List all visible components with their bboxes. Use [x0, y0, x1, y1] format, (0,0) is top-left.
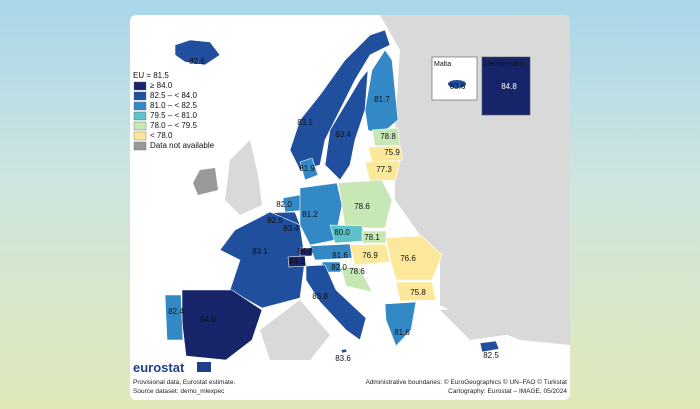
- region-label: 83.6: [335, 354, 351, 363]
- region: [305, 264, 367, 341]
- no-data: [193, 168, 218, 195]
- region-label: 82.4: [168, 307, 184, 316]
- region-label: 78.6: [349, 267, 365, 276]
- region-label: 83.1: [252, 247, 268, 256]
- legend-title: EU = 81.5: [133, 71, 169, 80]
- region: [219, 211, 306, 309]
- map: 82.6 83.1 83.4 81.7 78.8 75.9 77.3 81.9 82.0 82.5…: [133, 15, 570, 395]
- land: [260, 300, 330, 360]
- land: [225, 140, 262, 215]
- region: [385, 235, 443, 281]
- region-label: 80.0: [334, 228, 350, 237]
- region-label: 82.5: [267, 216, 283, 225]
- legend-label: 79.5 – < 81.0: [150, 111, 197, 120]
- legend-swatch: [133, 111, 147, 121]
- region-label: 84.8: [297, 247, 313, 256]
- legend-label: < 78.0: [150, 131, 173, 140]
- region-label: 76.9: [362, 251, 378, 260]
- region-label: 82.6: [189, 57, 205, 66]
- region: [384, 301, 417, 347]
- inset-label: 84.8: [501, 82, 517, 91]
- region-label: 81.6: [332, 251, 348, 260]
- region: [349, 243, 391, 266]
- inset-island: [448, 80, 466, 88]
- region: [364, 49, 399, 136]
- legend-swatch: [133, 121, 147, 131]
- region: [164, 294, 184, 341]
- legend-swatch: [133, 81, 147, 91]
- region-label: 81.7: [374, 95, 390, 104]
- legend-swatch: [133, 101, 147, 111]
- legend-label: 82.5 – < 84.0: [150, 91, 197, 100]
- region: [324, 69, 369, 181]
- region-label: 84.2: [289, 257, 305, 266]
- region-label: 83.4: [283, 224, 299, 233]
- region: [371, 127, 401, 147]
- legend-swatch: [133, 91, 147, 101]
- region-label: 82.0: [331, 263, 347, 272]
- legend-swatch: [133, 141, 147, 151]
- region-label: 75.9: [384, 148, 400, 157]
- region-label: 78.8: [380, 132, 396, 141]
- region-label: 78.6: [354, 202, 370, 211]
- region-label: 77.3: [376, 165, 392, 174]
- region: [367, 145, 404, 163]
- region: [174, 39, 221, 66]
- region-label: 81.9: [299, 164, 315, 173]
- logo-flag: [197, 362, 211, 372]
- region-label: 78.1: [364, 233, 380, 242]
- legend-label: Data not available: [150, 141, 215, 150]
- legend-label: 81.0 – < 82.5: [150, 101, 197, 110]
- region-label: 82.5: [483, 351, 499, 360]
- region: [361, 230, 387, 244]
- region-label: 83.4: [335, 130, 351, 139]
- inset-title: Malta: [434, 61, 451, 68]
- region: [364, 160, 401, 182]
- legend-label: ≥ 84.0: [150, 81, 173, 90]
- region: [340, 266, 373, 293]
- inset-label: 83.6: [450, 82, 466, 91]
- logo: eurostat: [133, 360, 185, 375]
- footer-credit: Cartography: Eurostat – IMAGE, 05/2024: [448, 388, 567, 395]
- region: [340, 348, 348, 354]
- land: [440, 305, 540, 340]
- region: [309, 243, 353, 261]
- region-label: 83.8: [312, 292, 328, 301]
- inset-frame: [431, 56, 478, 101]
- region: [299, 247, 313, 257]
- region: [289, 29, 391, 171]
- region: [299, 157, 319, 181]
- region-label: 84.0: [200, 315, 216, 324]
- footer-note: Provisional data, Eurostat estimate.: [133, 379, 235, 386]
- region-label: 82.0: [276, 200, 292, 209]
- footer-note: Source dataset: demo_mlexpec: [133, 388, 225, 395]
- region-label: 75.8: [410, 288, 426, 297]
- legend-label: 78.0 – < 79.5: [150, 121, 197, 130]
- legend-swatch: [133, 131, 147, 141]
- region-label: 76.6: [400, 254, 416, 263]
- region-label: 81.2: [302, 210, 318, 219]
- region: [395, 281, 437, 302]
- region: [337, 179, 393, 229]
- inset-frame: [481, 56, 531, 116]
- footer-credit: Administrative boundaries: © EuroGeograp…: [365, 378, 567, 386]
- region: [479, 340, 500, 353]
- inset-title: Liechtenstein: [484, 61, 525, 68]
- map-card: 82.6 83.1 83.4 81.7 78.8 75.9 77.3 81.9 82.0 82.5…: [130, 15, 570, 400]
- region-label: 83.1: [297, 118, 313, 127]
- region-label: 81.6: [394, 328, 410, 337]
